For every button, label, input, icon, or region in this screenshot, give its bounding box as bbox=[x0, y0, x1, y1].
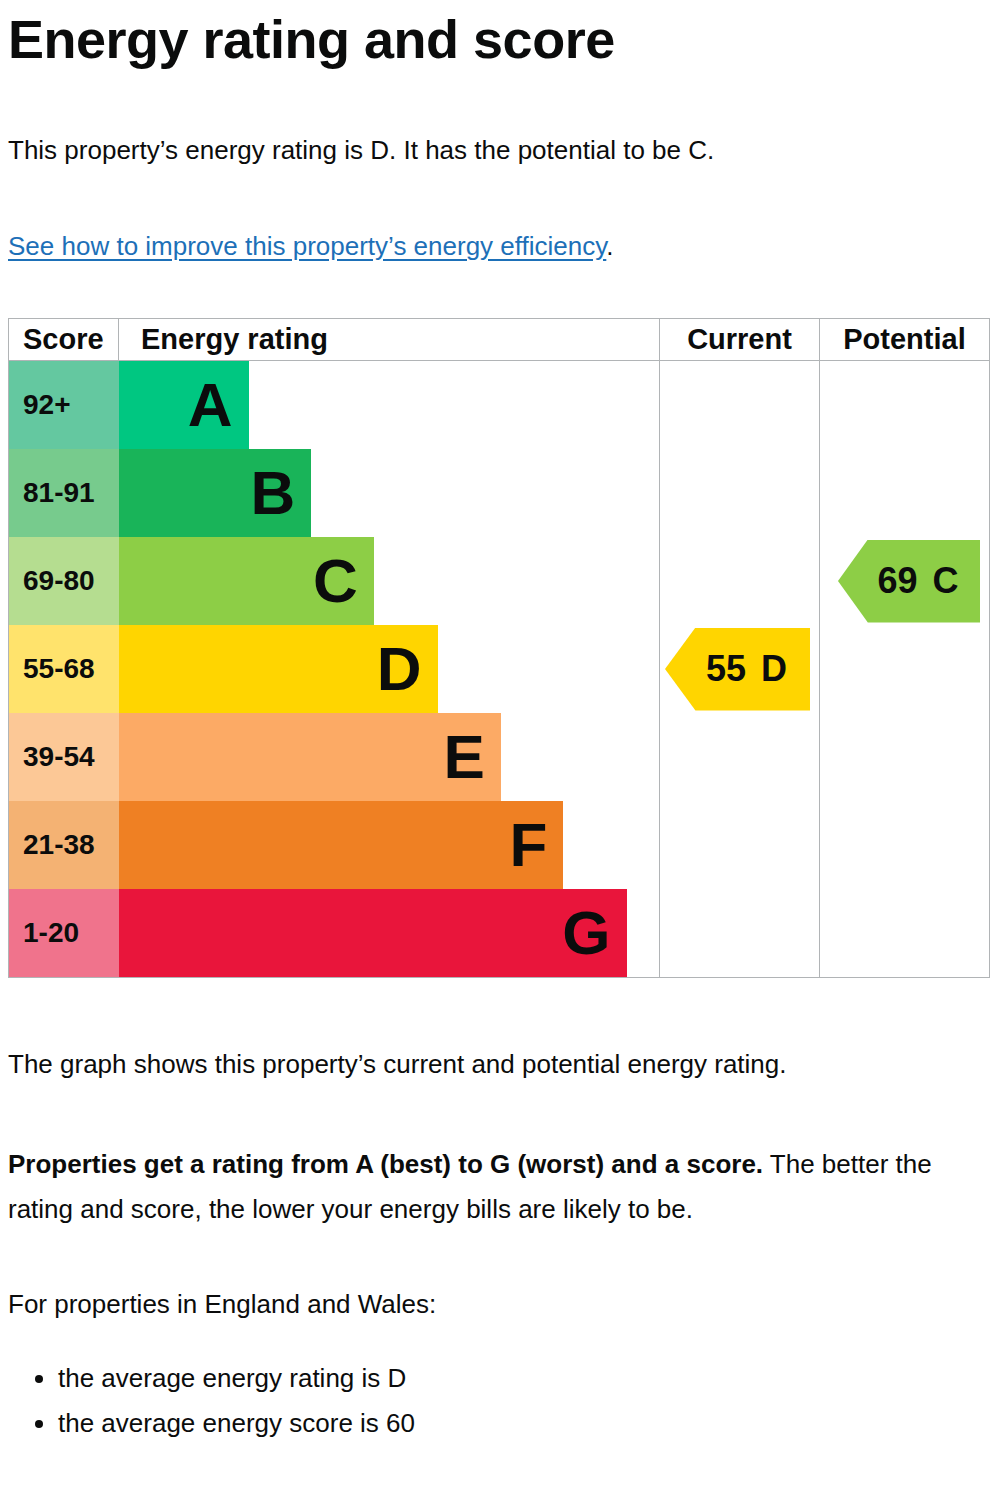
band-bar: A bbox=[119, 361, 249, 449]
list-item: the average energy score is 60 bbox=[58, 1407, 990, 1439]
band-letter: E bbox=[443, 726, 484, 788]
improve-link-paragraph: See how to improve this property’s energ… bbox=[8, 230, 990, 262]
potential-column-cell bbox=[819, 801, 989, 889]
current-column-cell bbox=[659, 537, 819, 625]
epc-band-row: 81-91 B bbox=[9, 449, 989, 537]
header-potential: Potential bbox=[819, 319, 989, 360]
rating-arrow: 55 D bbox=[665, 628, 810, 711]
current-column-cell: 55 D bbox=[659, 625, 819, 713]
epc-band-row: 1-20 G bbox=[9, 889, 989, 977]
band-letter: C bbox=[313, 550, 358, 612]
band-bar: E bbox=[119, 713, 501, 801]
band-score-range: 92+ bbox=[9, 361, 119, 449]
band-score-range: 81-91 bbox=[9, 449, 119, 537]
potential-column-cell bbox=[819, 889, 989, 977]
intro-paragraph: This property’s energy rating is D. It h… bbox=[8, 134, 990, 166]
band-bar-cell: D bbox=[119, 625, 659, 713]
band-score-range: 21-38 bbox=[9, 801, 119, 889]
band-score-range: 69-80 bbox=[9, 537, 119, 625]
band-bar-cell: C bbox=[119, 537, 659, 625]
current-column-cell bbox=[659, 889, 819, 977]
band-letter: A bbox=[188, 374, 233, 436]
explain-paragraph: Properties get a rating from A (best) to… bbox=[8, 1142, 990, 1232]
band-bar-cell: F bbox=[119, 801, 659, 889]
potential-column-cell bbox=[819, 449, 989, 537]
band-bar-cell: G bbox=[119, 889, 659, 977]
page-title: Energy rating and score bbox=[8, 8, 990, 70]
current-column-cell bbox=[659, 801, 819, 889]
averages-list: the average energy rating is D the avera… bbox=[8, 1362, 990, 1439]
band-letter: G bbox=[562, 902, 610, 964]
epc-band-row: 69-80 C 69 C bbox=[9, 537, 989, 625]
arrow-score: 55 bbox=[706, 648, 746, 690]
band-score-range: 1-20 bbox=[9, 889, 119, 977]
region-heading: For properties in England and Wales: bbox=[8, 1288, 990, 1320]
band-bar-cell: B bbox=[119, 449, 659, 537]
arrow-letter: C bbox=[933, 560, 959, 602]
list-item: the average energy rating is D bbox=[58, 1362, 990, 1394]
arrow-letter: D bbox=[761, 648, 787, 690]
potential-column-cell: 69 C bbox=[819, 537, 989, 625]
band-score-range: 55-68 bbox=[9, 625, 119, 713]
epc-band-row: 39-54 E bbox=[9, 713, 989, 801]
epc-rating-table: Score Energy rating Current Potential 92… bbox=[8, 318, 990, 978]
potential-column-cell bbox=[819, 625, 989, 713]
band-score-range: 39-54 bbox=[9, 713, 119, 801]
potential-column-cell bbox=[819, 713, 989, 801]
current-column-cell bbox=[659, 449, 819, 537]
band-bar-cell: A bbox=[119, 361, 659, 449]
epc-table-header: Score Energy rating Current Potential bbox=[9, 319, 989, 361]
band-bar: B bbox=[119, 449, 311, 537]
band-letter: B bbox=[250, 462, 295, 524]
band-bar: F bbox=[119, 801, 563, 889]
potential-column-cell bbox=[819, 361, 989, 449]
improve-efficiency-link[interactable]: See how to improve this property’s energ… bbox=[8, 231, 606, 261]
explain-bold-text: Properties get a rating from A (best) to… bbox=[8, 1149, 763, 1179]
header-energy-rating: Energy rating bbox=[119, 319, 659, 360]
rating-arrow: 69 C bbox=[838, 540, 980, 623]
header-score: Score bbox=[9, 319, 119, 360]
band-bar: D bbox=[119, 625, 438, 713]
epc-band-row: 55-68 D 55 D bbox=[9, 625, 989, 713]
epc-band-row: 21-38 F bbox=[9, 801, 989, 889]
epc-table-body: 92+ A 81-91 B 69-80 C 69 C bbox=[9, 361, 989, 977]
band-letter: F bbox=[510, 814, 548, 876]
link-suffix: . bbox=[606, 231, 613, 261]
band-letter: D bbox=[377, 638, 422, 700]
header-current: Current bbox=[659, 319, 819, 360]
current-column-cell bbox=[659, 713, 819, 801]
band-bar: G bbox=[119, 889, 627, 977]
band-bar-cell: E bbox=[119, 713, 659, 801]
band-bar: C bbox=[119, 537, 374, 625]
current-column-cell bbox=[659, 361, 819, 449]
arrow-score: 69 bbox=[877, 560, 917, 602]
graph-caption: The graph shows this property’s current … bbox=[8, 1048, 990, 1080]
epc-band-row: 92+ A bbox=[9, 361, 989, 449]
